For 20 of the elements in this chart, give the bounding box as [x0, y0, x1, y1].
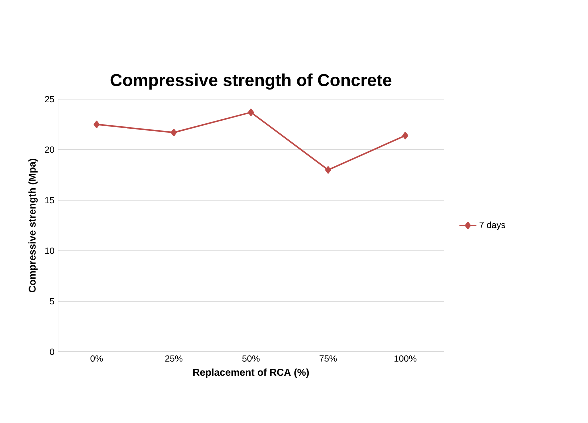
legend-label: 7 days: [480, 222, 506, 230]
point: [325, 166, 332, 174]
point: [248, 108, 254, 116]
x-tick-label: 50%: [242, 356, 260, 362]
y-tick-label: 0: [50, 348, 54, 356]
y-axis-title: Compressive strength (Mpa): [28, 158, 38, 293]
x-axis-title: Replacement of RCA (%): [194, 368, 310, 378]
y-tick-label: 5: [50, 298, 54, 305]
y-tick-label: 15: [45, 197, 54, 204]
x-tick-label: 100%: [394, 356, 417, 362]
x-tick-label: 75%: [320, 356, 338, 362]
point: [171, 128, 178, 136]
y-tick-label: 25: [45, 96, 54, 103]
chart-title: Compressive strength of Concrete: [110, 74, 392, 90]
x-tick-label: 0%: [90, 356, 104, 362]
y-tick-label: 10: [45, 248, 54, 254]
point: [94, 120, 100, 128]
x-tick-label: 25%: [166, 356, 183, 362]
point: [402, 132, 409, 140]
y-tick-label: 20: [45, 146, 54, 154]
